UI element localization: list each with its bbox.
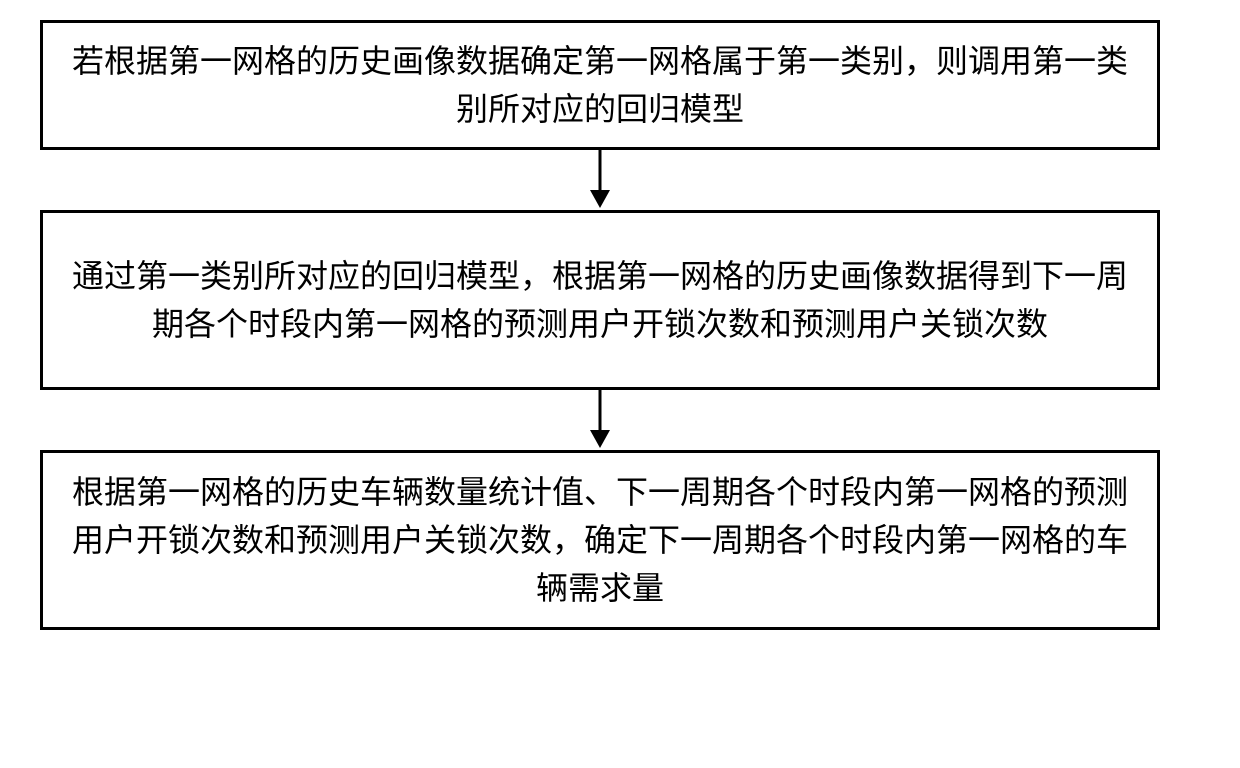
flowchart-container: S310 若根据第一网格的历史画像数据确定第一网格属于第一类别，则调用第一类别所… (40, 20, 1200, 630)
step-box-s330: 根据第一网格的历史车辆数量统计值、下一周期各个时段内第一网格的预测用户开锁次数和… (40, 450, 1160, 630)
step-text: 通过第一类别所对应的回归模型，根据第一网格的历史画像数据得到下一周期各个时段内第… (63, 252, 1137, 348)
step-text: 若根据第一网格的历史画像数据确定第一网格属于第一类别，则调用第一类别所对应的回归… (63, 37, 1137, 133)
arrow-s320-s330 (40, 390, 1160, 450)
step-box-s320: 通过第一类别所对应的回归模型，根据第一网格的历史画像数据得到下一周期各个时段内第… (40, 210, 1160, 390)
arrow-s310-s320 (40, 150, 1160, 210)
step-text: 根据第一网格的历史车辆数量统计值、下一周期各个时段内第一网格的预测用户开锁次数和… (63, 468, 1137, 612)
step-box-s310: 若根据第一网格的历史画像数据确定第一网格属于第一类别，则调用第一类别所对应的回归… (40, 20, 1160, 150)
